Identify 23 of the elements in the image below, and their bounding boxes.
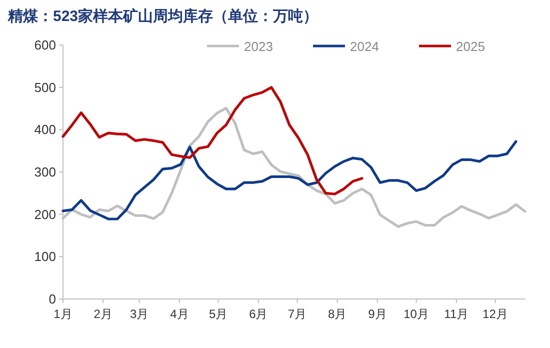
x-tick-label: 10月 (404, 307, 429, 321)
x-tick-label: 2月 (94, 307, 112, 321)
legend-label: 2023 (244, 39, 273, 54)
y-tick-label: 300 (34, 164, 56, 180)
y-tick-label: 100 (34, 249, 56, 264)
y-tick-label: 500 (34, 80, 56, 95)
legend-label: 2025 (456, 39, 485, 54)
x-tick-label: 3月 (130, 307, 149, 321)
x-tick-label: 12月 (482, 307, 508, 321)
title: 精煤：523家样本矿山周均库存（单位：万吨） (8, 8, 318, 25)
y-tick-label: 600 (34, 38, 56, 52)
x-tick-label: 9月 (368, 307, 387, 321)
x-tick-label: 6月 (249, 307, 268, 321)
x-tick-label: 5月 (208, 307, 228, 321)
legend-label: 2024 (350, 39, 379, 54)
x-tick-label: 11月 (444, 307, 469, 321)
x-tick-label: 1月 (54, 307, 72, 321)
y-tick-label: 0 (48, 292, 56, 306)
y-tick-label: 200 (34, 206, 56, 222)
y-tick-label: 400 (34, 122, 56, 138)
x-tick-label: 8月 (328, 307, 347, 321)
x-tick-label: 4月 (170, 307, 189, 321)
x-tick-label: 7月 (288, 307, 307, 321)
